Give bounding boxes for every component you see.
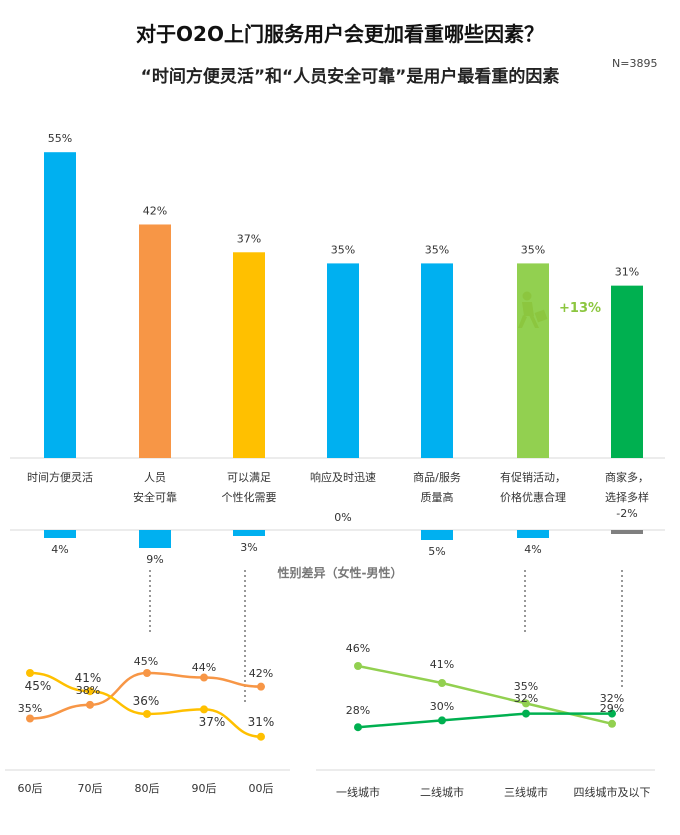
bar-value-label: 35%	[425, 243, 449, 256]
bar	[327, 263, 359, 458]
bar-value-label: 35%	[331, 243, 355, 256]
growth-annotation: +13%	[559, 301, 601, 316]
bar-value-label: 31%	[615, 266, 639, 279]
gender-diff-label: 4%	[51, 543, 68, 556]
category-label: 时间方便灵活	[27, 470, 93, 484]
bar	[44, 152, 76, 458]
age-series-point	[257, 732, 265, 741]
city-point-label: 29%	[600, 702, 624, 715]
bar	[421, 263, 453, 458]
category-label: 个性化需要	[222, 490, 277, 504]
gender-diff-label: 9%	[146, 553, 163, 566]
bar	[233, 252, 265, 458]
category-label: 选择多样	[605, 490, 649, 504]
gender-diff-bar	[233, 530, 265, 536]
city-axis-tick-label: 一线城市	[336, 785, 380, 799]
age-series-point	[26, 714, 34, 723]
category-label: 价格优惠合理	[500, 490, 566, 504]
city-point-label: 30%	[430, 700, 454, 713]
age-point-label: 35%	[18, 702, 42, 715]
age-axis-tick-label: 70后	[78, 782, 103, 795]
age-series-point	[86, 687, 94, 696]
age-point-label: 45%	[134, 655, 158, 668]
gender-section-title: 性别差异（女性-男性）	[277, 565, 403, 580]
gender-diff-bar	[139, 530, 171, 548]
city-series-point	[354, 723, 362, 732]
age-point-label: 45%	[25, 679, 52, 693]
category-label: 商品/服务	[413, 470, 461, 484]
city-point-label: 32%	[600, 692, 624, 705]
gender-diff-bar	[44, 530, 76, 538]
gender-diff-label: 4%	[524, 543, 541, 556]
age-series-point	[257, 682, 265, 691]
city-axis-tick-label: 三线城市	[504, 785, 548, 799]
city-series-line	[357, 712, 612, 729]
age-point-label: 44%	[192, 661, 216, 674]
city-point-label: 35%	[514, 680, 538, 693]
city-series-point	[522, 699, 530, 708]
age-point-label: 38%	[76, 684, 100, 697]
category-label: 人员	[144, 471, 166, 484]
age-point-label: 41%	[75, 671, 102, 685]
age-series-point	[86, 700, 94, 709]
age-axis-tick-label: 60后	[18, 782, 43, 795]
age-axis-tick-label: 80后	[135, 782, 160, 795]
category-label: 可以满足	[227, 471, 271, 484]
city-series-point	[608, 719, 616, 728]
city-series-point	[608, 709, 616, 718]
category-label: 安全可靠	[133, 490, 177, 504]
city-series-point	[438, 679, 446, 687]
age-point-label: 31%	[248, 715, 275, 729]
sample-size-label: N=3895	[612, 57, 658, 70]
chart-title: 对于O2O上门服务用户会更加看重哪些因素？	[136, 22, 544, 46]
walking-person-with-shopping-bag-icon	[518, 291, 548, 328]
age-axis-tick-label: 90后	[192, 782, 217, 795]
category-label: 有促销活动，	[500, 470, 566, 484]
gender-diff-bar	[611, 530, 643, 534]
city-point-label: 46%	[346, 642, 370, 655]
age-point-label: 36%	[133, 694, 160, 708]
age-series-point	[200, 705, 208, 714]
gender-diff-label: 0%	[334, 511, 351, 524]
city-point-label: 41%	[430, 658, 454, 671]
bar-value-label: 42%	[143, 204, 167, 217]
bar	[611, 285, 643, 458]
gender-diff-bar	[517, 530, 549, 538]
category-label: 质量高	[421, 490, 454, 504]
age-series-point	[143, 669, 151, 677]
city-series-point	[354, 662, 362, 670]
gender-diff-label: 3%	[240, 541, 257, 554]
bar	[517, 263, 549, 458]
bar-value-label: 55%	[48, 132, 72, 145]
gender-diff-bar	[421, 530, 453, 540]
city-axis-tick-label: 四线城市及以下	[574, 785, 651, 799]
city-point-label: 32%	[514, 692, 538, 705]
age-series-point	[200, 673, 208, 682]
category-label: 响应及时迅速	[310, 470, 376, 484]
age-point-label: 37%	[199, 715, 226, 729]
age-axis-tick-label: 00后	[249, 782, 274, 795]
city-series-line	[357, 664, 613, 726]
bar-value-label: 37%	[237, 232, 261, 245]
age-point-label: 42%	[249, 667, 273, 680]
category-label: 商家多，	[605, 470, 649, 484]
city-axis-tick-label: 二线城市	[420, 785, 464, 799]
city-series-point	[438, 716, 446, 725]
city-series-point	[522, 709, 530, 718]
bar-value-label: 35%	[521, 243, 545, 256]
bar	[139, 224, 171, 458]
gender-diff-label: 5%	[428, 545, 445, 558]
age-series-point	[143, 709, 151, 718]
age-series-point	[26, 669, 34, 677]
gender-diff-label: -2%	[616, 507, 637, 520]
chart-subtitle: “时间方便灵活”和“人员安全可靠”是用户最看重的因素	[140, 67, 560, 87]
city-point-label: 28%	[346, 704, 370, 717]
